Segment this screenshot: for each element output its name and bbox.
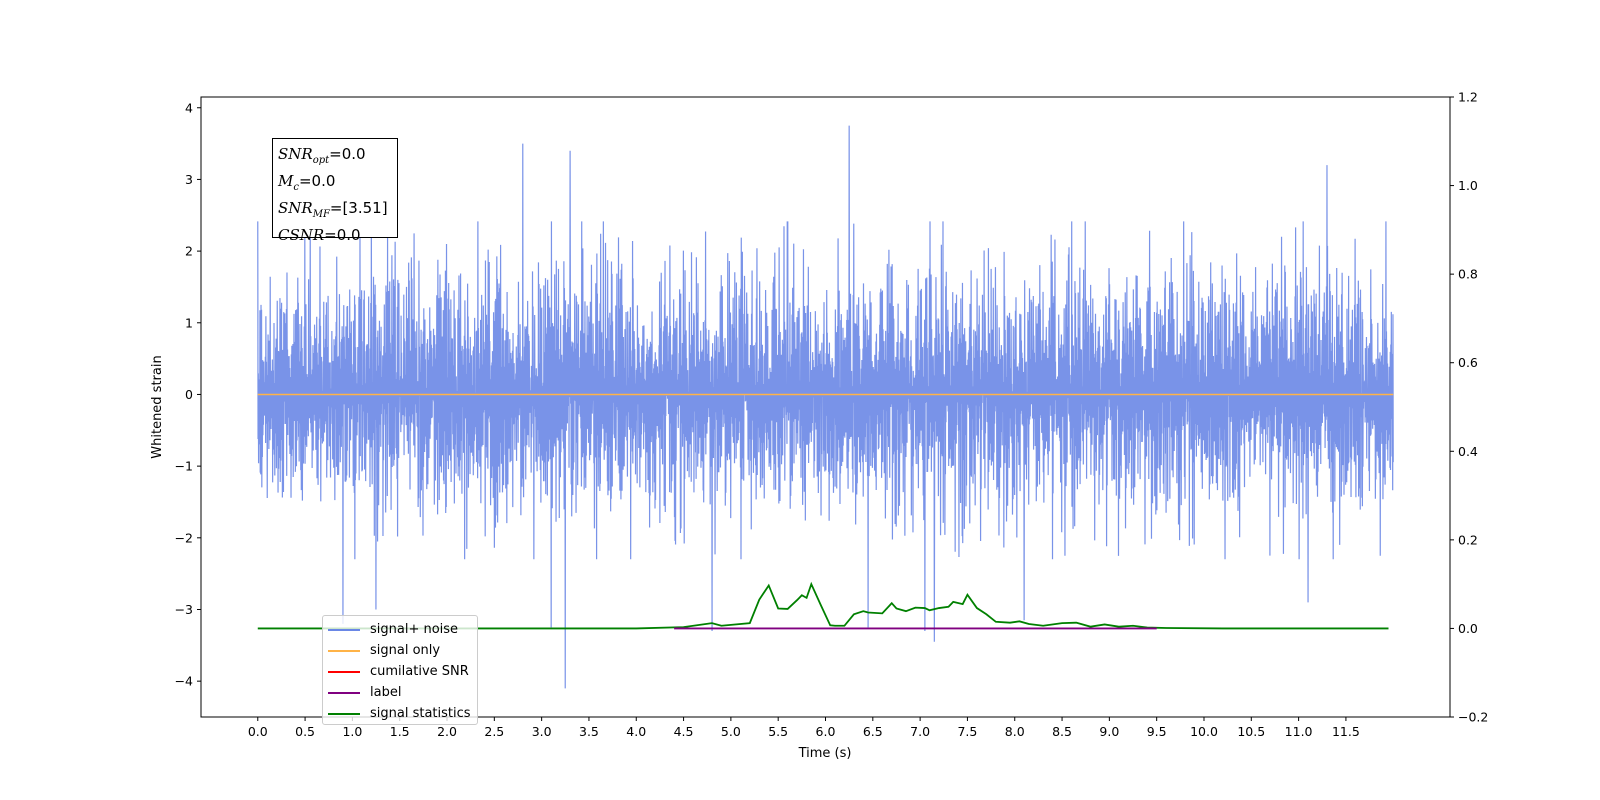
x-tick-label: 2.0 [437, 724, 457, 739]
x-tick-label: 9.0 [1099, 724, 1119, 739]
legend-label-cumulative-snr: cumilative SNR [370, 664, 469, 679]
x-tick-label: 10.5 [1237, 724, 1265, 739]
y2-tick-label: −0.2 [1458, 710, 1488, 725]
x-axis-ticks: 0.0 0.5 1.0 1.5 2.0 2.5 3.0 3.5 4.0 4.5 5.0 5.5 6.0 6… [248, 717, 1360, 739]
x-tick-label: 0.5 [295, 724, 315, 739]
legend-item-signal-noise: signal+ noise [328, 619, 477, 640]
statistics-annotation-box: SNRopt=0.0 Mc=0.0 SNRMF=[3.51] CSNR=0.0 [272, 138, 398, 244]
y-tick-label: −3 [175, 602, 193, 617]
y-tick-label: −2 [175, 530, 193, 545]
x-tick-label: 8.0 [1005, 724, 1025, 739]
x-tick-label: 7.5 [957, 724, 977, 739]
x-tick-label: 3.0 [532, 724, 552, 739]
legend-swatch-signal-noise [328, 628, 360, 631]
y-tick-label: −4 [175, 674, 193, 689]
y-tick-label: −1 [175, 459, 193, 474]
x-axis-label: Time (s) [798, 746, 852, 761]
x-tick-label: 4.0 [626, 724, 646, 739]
legend-label-signal-statistics: signal statistics [370, 706, 471, 721]
x-tick-label: 9.5 [1147, 724, 1167, 739]
legend-swatch-signal-only [328, 649, 360, 652]
plot-area [257, 125, 1394, 689]
legend-label-label: label [370, 685, 402, 700]
legend-swatch-signal-statistics [328, 712, 360, 715]
y2-tick-label: 0.2 [1458, 532, 1478, 547]
legend-item-cumulative-snr: cumilative SNR [328, 661, 477, 682]
x-tick-label: 8.5 [1052, 724, 1072, 739]
x-tick-label: 7.0 [910, 724, 930, 739]
y-axis-ticks: −4 −3 −2 −1 0 1 2 3 4 [175, 100, 201, 689]
y2-tick-label: 1.0 [1458, 178, 1478, 193]
x-tick-label: 5.5 [768, 724, 788, 739]
y-tick-label: 2 [185, 244, 193, 259]
x-tick-label: 11.0 [1285, 724, 1313, 739]
x-tick-label: 6.0 [816, 724, 836, 739]
legend-label-signal-only: signal only [370, 643, 441, 658]
x-tick-label: 11.5 [1332, 724, 1360, 739]
y2-tick-label: 0.6 [1458, 355, 1478, 370]
legend-swatch-label [328, 691, 360, 694]
x-tick-label: 1.5 [390, 724, 410, 739]
chirp-mass-text: Mc=0.0 [278, 172, 336, 193]
y2-tick-label: 1.2 [1458, 90, 1478, 105]
x-tick-label: 10.0 [1190, 724, 1218, 739]
series-signal-statistics [257, 581, 1389, 630]
legend-item-signal-statistics: signal statistics [328, 703, 477, 724]
legend-swatch-cumulative-snr [328, 670, 360, 673]
legend-item-signal-only: signal only [328, 640, 477, 661]
csnr-text: CSNR=0.0 [278, 226, 361, 244]
y2-tick-label: 0.8 [1458, 267, 1478, 282]
right-y-axis-ticks: −0.2 0.0 0.2 0.4 0.6 0.8 1.0 1.2 [1450, 90, 1488, 725]
y-tick-label: 1 [185, 315, 193, 330]
snr-opt-text: SNRopt=0.0 [278, 145, 366, 166]
y-tick-label: 0 [185, 387, 193, 402]
y-tick-label: 4 [185, 100, 193, 115]
legend: signal+ noise signal only cumilative SNR… [322, 615, 478, 725]
y2-tick-label: 0.0 [1458, 621, 1478, 636]
x-tick-label: 6.5 [863, 724, 883, 739]
snr-mf-text: SNRMF=[3.51] [278, 199, 388, 220]
legend-item-label: label [328, 682, 477, 703]
y-tick-label: 3 [185, 172, 193, 187]
x-tick-label: 0.0 [248, 724, 268, 739]
x-tick-label: 2.5 [484, 724, 504, 739]
x-tick-label: 1.0 [342, 724, 362, 739]
y2-tick-label: 0.4 [1458, 444, 1478, 459]
x-tick-label: 4.5 [674, 724, 694, 739]
series-signal-noise [257, 125, 1394, 689]
y-axis-label: Whitened strain [150, 355, 165, 458]
x-tick-label: 3.5 [579, 724, 599, 739]
legend-label-signal-noise: signal+ noise [370, 622, 459, 637]
x-tick-label: 5.0 [721, 724, 741, 739]
